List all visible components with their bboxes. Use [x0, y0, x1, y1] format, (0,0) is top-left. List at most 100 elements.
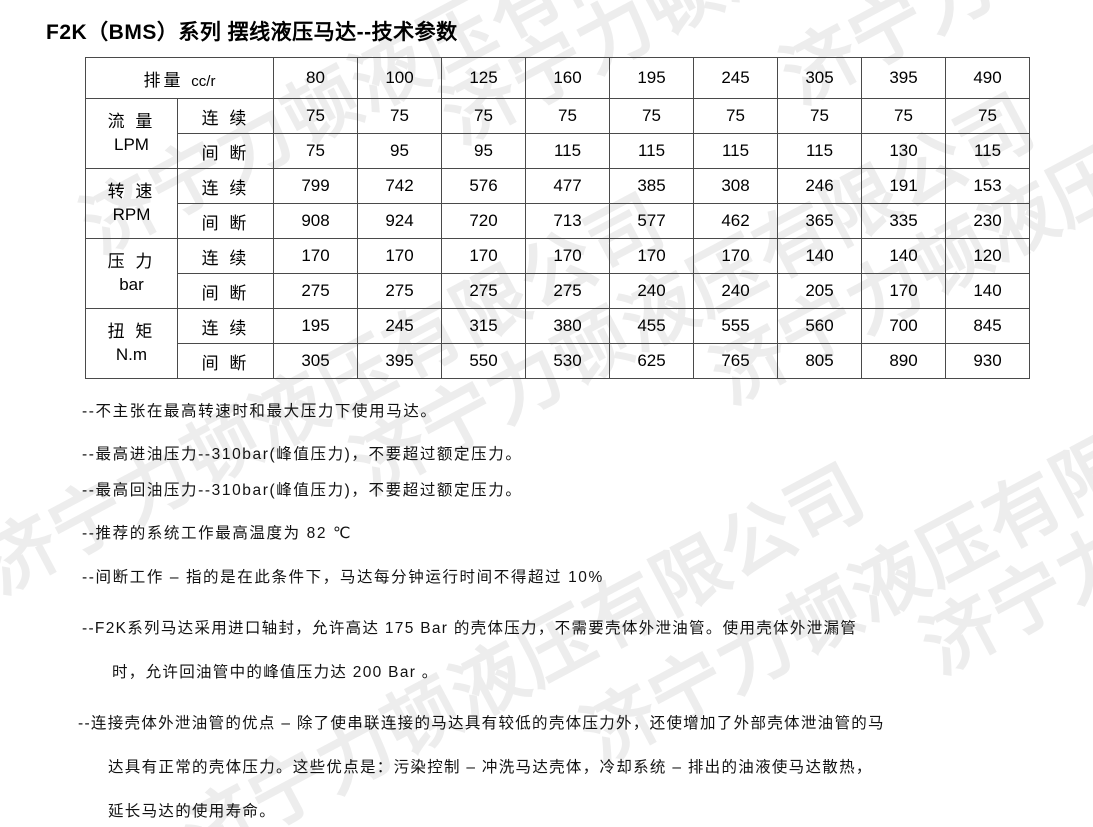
- table-cell-value: 246: [777, 168, 862, 204]
- table-cell-value: 365: [777, 203, 862, 239]
- table-row: 间 断 305 395 550 530 625 765 805 890 930: [86, 343, 1030, 379]
- table-cell-value: 195: [273, 308, 358, 344]
- row-mode-label: 连 续: [177, 308, 274, 344]
- note-line: --不主张在最高转速时和最大压力下使用马达。: [82, 403, 438, 420]
- header-displacement-value: 305: [777, 57, 862, 99]
- table-cell-value: 140: [777, 238, 862, 274]
- note-line: 达具有正常的壳体压力。这些优点是：污染控制 – 冲洗马达壳体，冷却系统 – 排出…: [108, 759, 873, 776]
- specification-table-body: 排量 cc/r 80 100 125 160 195 245 305 395 490 流 量 LPM 连…: [85, 57, 1030, 379]
- row-group-label-name: 压 力: [107, 251, 156, 271]
- note-line: --连接壳体外泄油管的优点 – 除了使串联连接的马达具有较低的壳体压力外，还使增…: [78, 715, 885, 732]
- table-cell-value: 75: [357, 98, 442, 134]
- table-cell-value: 385: [609, 168, 694, 204]
- row-mode-label: 间 断: [177, 203, 274, 239]
- table-cell-value: 75: [861, 98, 946, 134]
- row-group-label-unit: RPM: [112, 204, 151, 224]
- row-group-label: 扭 矩 N.m: [85, 308, 178, 379]
- table-cell-value: 75: [273, 133, 358, 169]
- table-cell-value: 115: [609, 133, 694, 169]
- row-mode-label: 连 续: [177, 168, 274, 204]
- table-cell-value: 115: [525, 133, 610, 169]
- note-line: --最高进油压力--310bar(峰值压力)，不要超过额定压力。: [82, 446, 523, 463]
- table-cell-value: 742: [357, 168, 442, 204]
- table-cell-value: 115: [693, 133, 778, 169]
- table-cell-value: 845: [945, 308, 1030, 344]
- header-displacement-label: 排量 cc/r: [85, 57, 274, 99]
- table-cell-value: 576: [441, 168, 526, 204]
- row-mode-label: 连 续: [177, 98, 274, 134]
- table-cell-value: 245: [357, 308, 442, 344]
- table-cell-value: 95: [357, 133, 442, 169]
- header-displacement-value: 100: [357, 57, 442, 99]
- note-line: --最高回油压力--310bar(峰值压力)，不要超过额定压力。: [82, 482, 523, 499]
- table-row: 扭 矩 N.m 连 续 195 245 315 380 455 555 560 700 845: [85, 308, 1030, 379]
- table-cell-value: 240: [693, 273, 778, 309]
- table-cell-value: 153: [945, 168, 1030, 204]
- row-group-label: 压 力 bar: [85, 238, 178, 309]
- table-cell-value: 170: [441, 238, 526, 274]
- table-cell-value: 713: [525, 203, 610, 239]
- table-cell-value: 477: [525, 168, 610, 204]
- table-cell-value: 455: [609, 308, 694, 344]
- table-cell-value: 305: [273, 343, 358, 379]
- table-cell-value: 765: [693, 343, 778, 379]
- table-cell-value: 462: [693, 203, 778, 239]
- table-cell-value: 75: [273, 98, 358, 134]
- table-cell-value: 315: [441, 308, 526, 344]
- header-displacement-value: 395: [861, 57, 946, 99]
- page-title: F2K（BMS）系列 摆线液压马达--技术参数: [46, 21, 458, 44]
- header-displacement-value: 245: [693, 57, 778, 99]
- row-group-label-name: 扭 矩: [107, 321, 156, 341]
- table-cell-value: 191: [861, 168, 946, 204]
- table-cell-value: 577: [609, 203, 694, 239]
- table-header-row: 排量 cc/r 80 100 125 160 195 245 305 395 490: [85, 57, 1030, 99]
- table-cell-value: 130: [861, 133, 946, 169]
- note-line: --推荐的系统工作最高温度为 82 ℃: [82, 525, 352, 542]
- table-cell-value: 395: [357, 343, 442, 379]
- table-cell-value: 95: [441, 133, 526, 169]
- table-cell-value: 170: [273, 238, 358, 274]
- table-cell-value: 720: [441, 203, 526, 239]
- header-displacement-unit: cc/r: [191, 72, 216, 90]
- row-group-label: 流 量 LPM: [85, 98, 178, 169]
- table-cell-value: 275: [273, 273, 358, 309]
- table-cell-value: 335: [861, 203, 946, 239]
- note-line: --F2K系列马达采用进口轴封，允许高达 175 Bar 的壳体压力，不需要壳体…: [82, 620, 858, 637]
- table-cell-value: 120: [945, 238, 1030, 274]
- row-group-label-name: 转 速: [107, 181, 156, 201]
- table-cell-value: 75: [693, 98, 778, 134]
- table-cell-value: 550: [441, 343, 526, 379]
- table-row: 间 断 908 924 720 713 577 462 365 335 230: [86, 203, 1030, 239]
- table-row: 间 断 275 275 275 275 240 240 205 170 140: [86, 273, 1030, 309]
- note-line: 延长马达的使用寿命。: [108, 803, 277, 820]
- row-group-label-name: 流 量: [107, 111, 156, 131]
- table-cell-value: 170: [609, 238, 694, 274]
- row-mode-label: 间 断: [177, 343, 274, 379]
- table-cell-value: 908: [273, 203, 358, 239]
- table-cell-value: 275: [357, 273, 442, 309]
- table-cell-value: 170: [693, 238, 778, 274]
- table-cell-value: 924: [357, 203, 442, 239]
- table-cell-value: 140: [945, 273, 1030, 309]
- table-cell-value: 115: [945, 133, 1030, 169]
- table-cell-value: 275: [525, 273, 610, 309]
- row-mode-label: 间 断: [177, 133, 274, 169]
- table-cell-value: 240: [609, 273, 694, 309]
- header-displacement-value: 160: [525, 57, 610, 99]
- row-mode-label: 间 断: [177, 273, 274, 309]
- table-cell-value: 700: [861, 308, 946, 344]
- table-cell-value: 805: [777, 343, 862, 379]
- header-displacement-value: 125: [441, 57, 526, 99]
- table-cell-value: 140: [861, 238, 946, 274]
- table-cell-value: 930: [945, 343, 1030, 379]
- table-cell-value: 170: [525, 238, 610, 274]
- table-cell-value: 75: [777, 98, 862, 134]
- table-cell-value: 75: [525, 98, 610, 134]
- row-mode-label: 连 续: [177, 238, 274, 274]
- table-cell-value: 275: [441, 273, 526, 309]
- table-row: 压 力 bar 连 续 170 170 170 170 170 170 140 140 120: [85, 238, 1030, 309]
- table-cell-value: 170: [861, 273, 946, 309]
- table-cell-value: 75: [441, 98, 526, 134]
- header-displacement-value: 80: [273, 57, 358, 99]
- row-group-label-unit: N.m: [115, 344, 148, 364]
